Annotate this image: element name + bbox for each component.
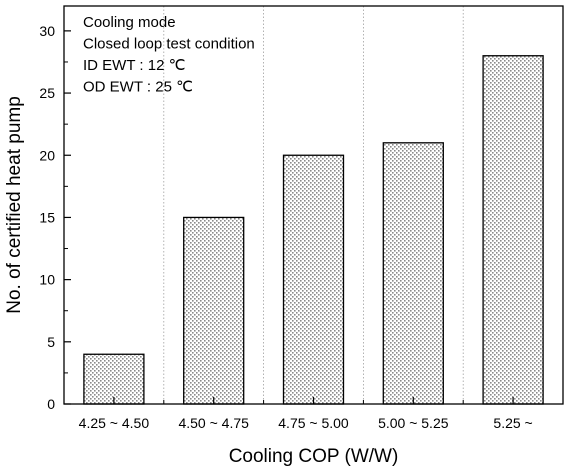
axis-ticks bbox=[64, 30, 514, 405]
x-tick-label: 5.25 ~ bbox=[493, 415, 532, 431]
x-tick-label: 4.75 ~ 5.00 bbox=[278, 415, 349, 431]
y-tick-label: 10 bbox=[39, 272, 55, 288]
x-tick-label: 4.50 ~ 4.75 bbox=[178, 415, 249, 431]
y-tick-label: 30 bbox=[39, 23, 55, 39]
y-tick-label: 0 bbox=[47, 396, 55, 412]
bar-3 bbox=[282, 154, 345, 405]
x-tick-label: 5.00 ~ 5.25 bbox=[378, 415, 449, 431]
tick-labels: 0 5 10 15 20 25 30 4.25 ~ 4.50 4.50 ~ 4.75 4.75 ~… bbox=[39, 23, 532, 431]
bar-5 bbox=[482, 55, 544, 405]
annotation-line: Cooling mode bbox=[83, 14, 176, 31]
bars bbox=[83, 55, 544, 405]
y-tick-label: 5 bbox=[47, 334, 55, 350]
x-axis-title: Cooling COP (W/W) bbox=[229, 446, 399, 467]
annotation-line: Closed loop test condition bbox=[83, 36, 255, 53]
bar-1 bbox=[83, 353, 145, 405]
x-tick-label: 4.25 ~ 4.50 bbox=[79, 415, 150, 431]
annotation-line: OD EWT : 25 ℃ bbox=[83, 79, 193, 96]
y-axis-title: No. of certified heat pump bbox=[4, 96, 25, 314]
annotation-block: Cooling mode Closed loop test condition ID… bbox=[83, 14, 255, 96]
y-tick-label: 25 bbox=[39, 85, 55, 101]
y-tick-label: 15 bbox=[39, 209, 55, 225]
y-tick-label: 20 bbox=[39, 147, 55, 163]
annotation-line: ID EWT : 12 ℃ bbox=[83, 57, 185, 74]
bar-2 bbox=[183, 216, 245, 405]
bar-4 bbox=[382, 142, 444, 405]
